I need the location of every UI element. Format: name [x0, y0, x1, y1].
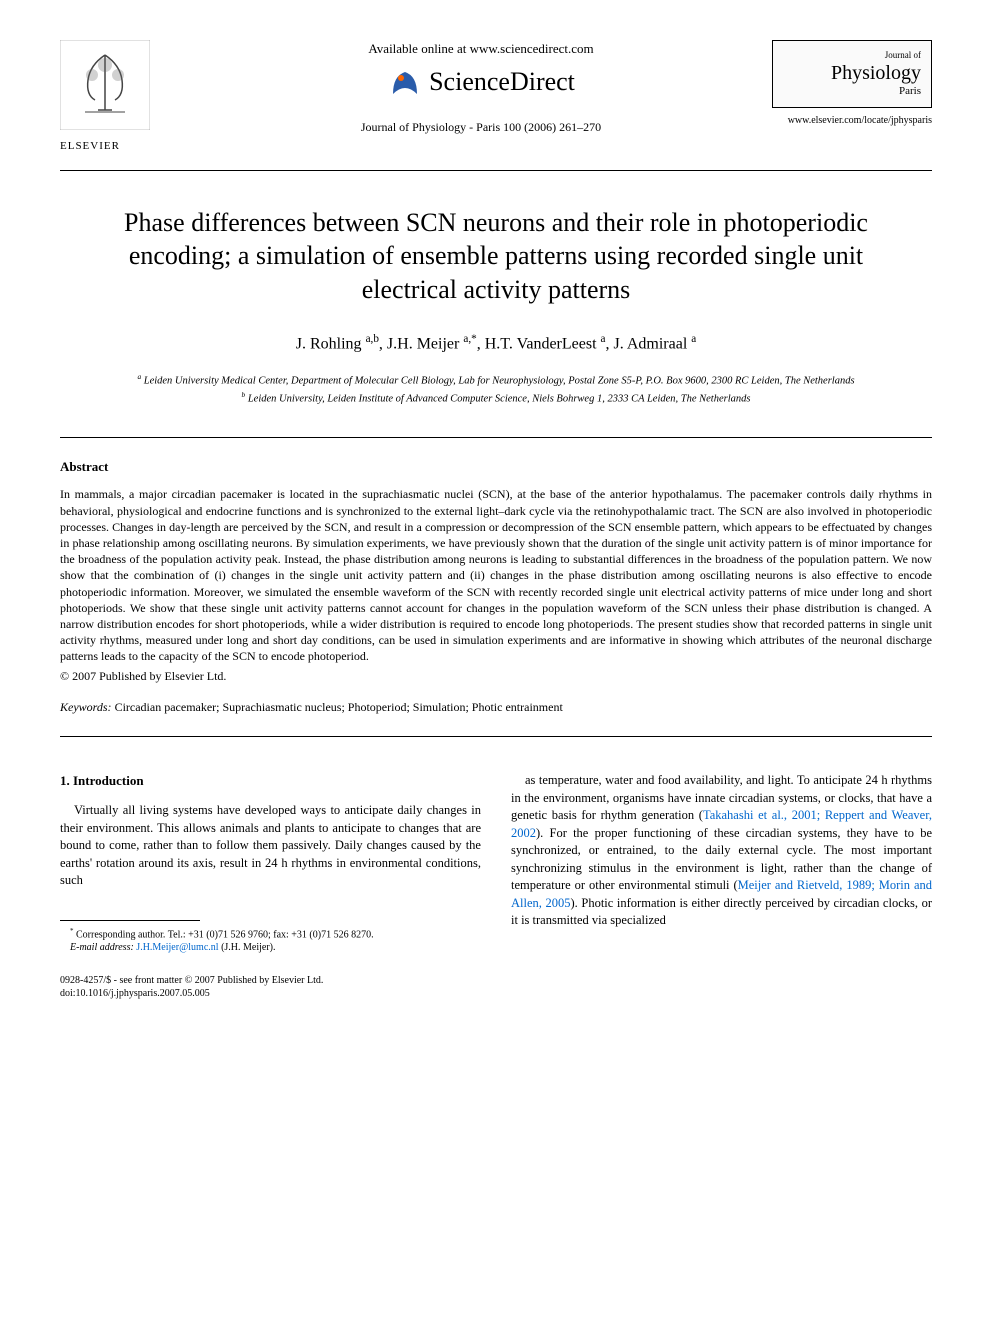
journal-box-title: Physiology [783, 62, 921, 84]
sciencedirect-icon [387, 64, 423, 100]
page-header: ELSEVIER Available online at www.science… [60, 40, 932, 171]
divider [60, 437, 932, 438]
corresponding-footnote: * Corresponding author. Tel.: +31 (0)71 … [60, 927, 481, 941]
intro-para-right: as temperature, water and food availabil… [511, 772, 932, 930]
abstract-heading: Abstract [60, 458, 932, 476]
journal-box-small: Journal of [783, 49, 921, 62]
elsevier-block: ELSEVIER [60, 40, 190, 155]
email-label: E-mail address: [70, 942, 134, 953]
footnote-divider [60, 920, 200, 921]
divider [60, 736, 932, 737]
affiliation-a: a Leiden University Medical Center, Depa… [60, 371, 932, 389]
elsevier-label: ELSEVIER [60, 139, 190, 154]
sciencedirect-logo: ScienceDirect [190, 64, 772, 100]
email-footnote: E-mail address: J.H.Meijer@lumc.nl (J.H.… [60, 941, 481, 954]
corresponding-text: Corresponding author. Tel.: +31 (0)71 52… [76, 929, 374, 940]
paper-title: Phase differences between SCN neurons an… [110, 206, 882, 307]
email-name: (J.H. Meijer). [221, 942, 275, 953]
left-column: 1. Introduction Virtually all living sys… [60, 772, 481, 954]
journal-citation: Journal of Physiology - Paris 100 (2006)… [190, 119, 772, 136]
abstract-body: In mammals, a major circadian pacemaker … [60, 486, 932, 664]
authors-line: J. Rohling a,b, J.H. Meijer a,*, H.T. Va… [60, 332, 932, 356]
footer-doi: doi:10.1016/j.jphysparis.2007.05.005 [60, 987, 932, 1000]
available-online-text: Available online at www.sciencedirect.co… [190, 40, 772, 58]
affiliation-b: b Leiden University, Leiden Institute of… [60, 389, 932, 407]
elsevier-tree-icon [60, 40, 150, 130]
sciencedirect-text: ScienceDirect [429, 64, 575, 100]
affiliations: a Leiden University Medical Center, Depa… [60, 371, 932, 408]
journal-box-sub: Paris [783, 84, 921, 99]
intro-para-left: Virtually all living systems have develo… [60, 802, 481, 890]
keywords-text: Circadian pacemaker; Suprachiasmatic nuc… [115, 700, 563, 714]
footer: 0928-4257/$ - see front matter © 2007 Pu… [60, 974, 932, 1000]
abstract-text: In mammals, a major circadian pacemaker … [60, 487, 932, 663]
journal-cover-box: Journal of Physiology Paris [772, 40, 932, 108]
intro-heading: 1. Introduction [60, 772, 481, 790]
footer-front-matter: 0928-4257/$ - see front matter © 2007 Pu… [60, 974, 932, 987]
header-center: Available online at www.sciencedirect.co… [190, 40, 772, 135]
right-column: as temperature, water and food availabil… [511, 772, 932, 954]
keywords-label: Keywords: [60, 700, 112, 714]
locate-url: www.elsevier.com/locate/jphysparis [772, 114, 932, 128]
journal-box-block: Journal of Physiology Paris www.elsevier… [772, 40, 932, 128]
email-link[interactable]: J.H.Meijer@lumc.nl [136, 942, 218, 953]
copyright-line: © 2007 Published by Elsevier Ltd. [60, 668, 932, 685]
two-column-body: 1. Introduction Virtually all living sys… [60, 772, 932, 954]
keywords-line: Keywords: Circadian pacemaker; Suprachia… [60, 699, 932, 716]
